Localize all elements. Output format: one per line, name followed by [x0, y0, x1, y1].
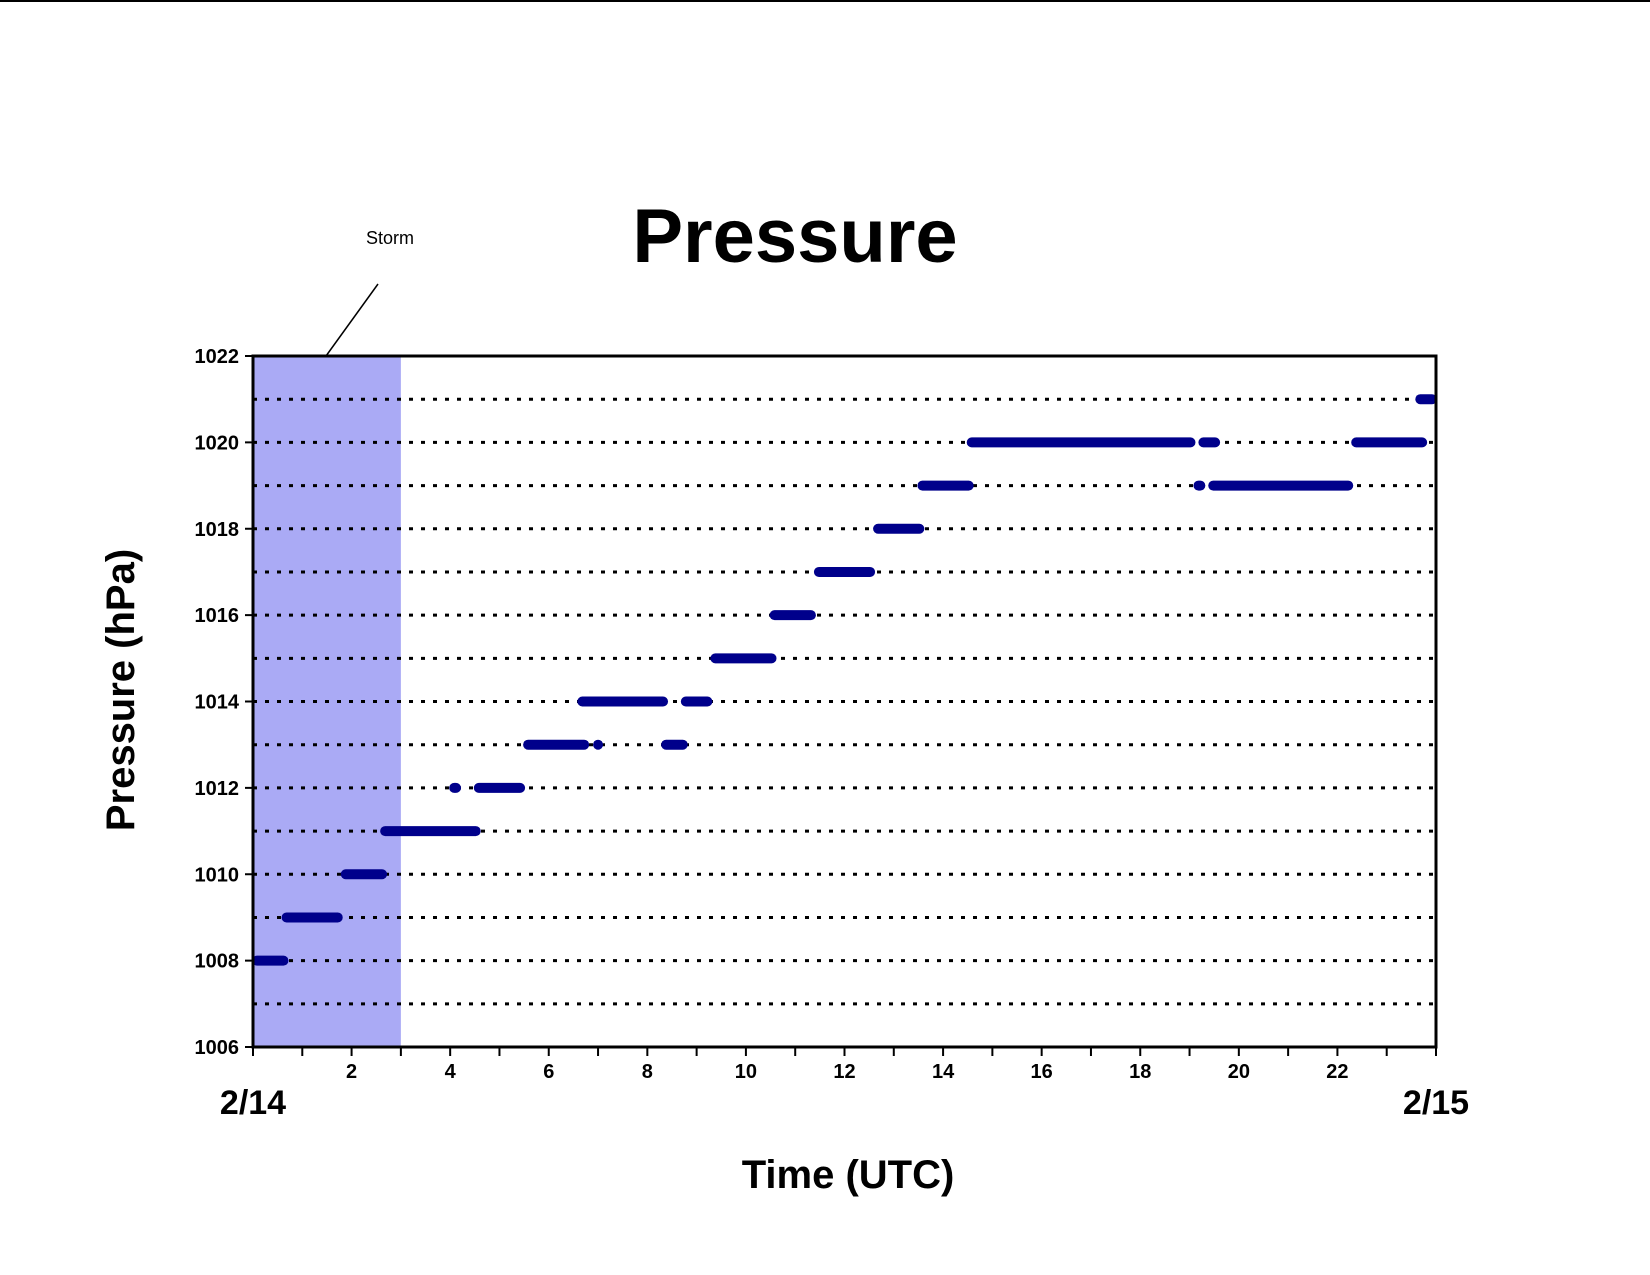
x-tick-label: 18	[1129, 1061, 1151, 1083]
x-tick-label: 16	[1031, 1061, 1053, 1083]
y-tick-label: 1006	[195, 1037, 240, 1059]
y-tick-label: 1016	[195, 605, 240, 627]
x-tick-label: 6	[543, 1061, 554, 1083]
y-tick-label: 1010	[195, 864, 240, 886]
x-tick-label: 12	[833, 1061, 855, 1083]
y-tick-label: 1018	[195, 519, 240, 541]
y-tick-label: 1020	[195, 432, 240, 454]
chart-title: Pressure	[632, 194, 957, 279]
start-date-label: 2/14	[220, 1084, 286, 1122]
x-tick-label: 4	[445, 1061, 457, 1083]
y-tick-label: 1012	[195, 778, 240, 800]
end-date-label: 2/15	[1403, 1084, 1469, 1122]
x-tick-label: 14	[932, 1061, 955, 1083]
storm-annotation-leader	[325, 283, 379, 357]
top-border-line	[0, 0, 1650, 2]
y-axis-title: Pressure (hPa)	[99, 549, 143, 831]
y-tick-label: 1022	[195, 346, 240, 368]
x-tick-label: 8	[642, 1061, 653, 1083]
storm-annotation: Storm	[366, 228, 414, 248]
plot-frame	[251, 354, 1438, 1049]
x-tick-label: 22	[1326, 1061, 1348, 1083]
x-axis-title: Time (UTC)	[742, 1153, 955, 1197]
x-tick-label: 20	[1228, 1061, 1250, 1083]
data-point	[593, 739, 604, 750]
x-tick-label: 10	[735, 1061, 757, 1083]
y-tick-label: 1008	[195, 951, 240, 973]
x-tick-label: 2	[346, 1061, 357, 1083]
y-tick-label: 1014	[195, 692, 240, 714]
